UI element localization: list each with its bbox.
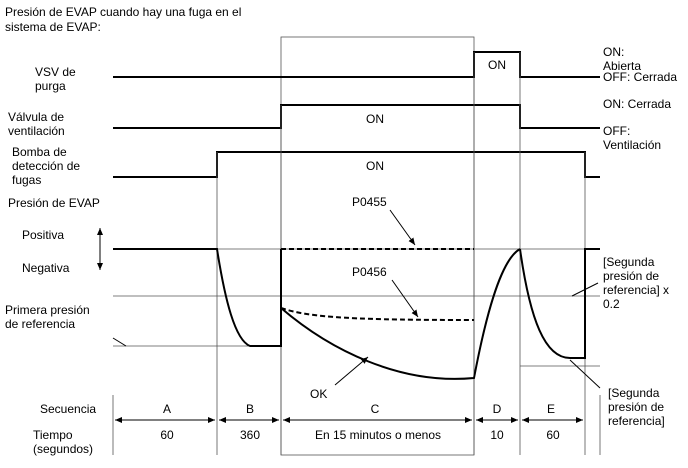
row-label: Presión de EVAP — [8, 196, 100, 210]
pulse-label: ON — [366, 112, 384, 126]
row-label: Válvula de — [8, 110, 64, 124]
step-label: E — [547, 402, 555, 416]
curve-label: P0455 — [352, 195, 387, 209]
step-label: C — [371, 402, 380, 416]
ref-label: referencia] x — [603, 283, 669, 297]
state-label: ON: — [603, 45, 624, 59]
time-value: En 15 minutos o menos — [315, 428, 441, 442]
leader — [391, 279, 419, 318]
time-label: (segundos) — [33, 442, 93, 456]
leader — [389, 209, 416, 246]
row-label: Primera presión — [5, 303, 90, 317]
state-label: ON: Cerrada — [603, 97, 671, 111]
leader — [571, 282, 599, 297]
vsv-signal — [113, 51, 600, 78]
step-label: A — [163, 402, 171, 416]
row-label: fugas — [12, 173, 41, 187]
ok-curve — [280, 248, 521, 380]
layout — [97, 36, 601, 456]
leader — [334, 356, 369, 386]
step-label: D — [493, 402, 502, 416]
time-value: 60 — [546, 428, 560, 442]
state-label: Ventilación — [603, 138, 661, 152]
time-value: 60 — [160, 428, 174, 442]
pressure-a-b — [113, 248, 282, 347]
ref-label: 0.2 — [603, 297, 620, 311]
row-label: Negativa — [22, 261, 70, 275]
valve-signal — [113, 104, 600, 129]
sequence-label: Secuencia — [40, 402, 96, 416]
row-label: Bomba de — [12, 145, 67, 159]
pulse-label: ON — [488, 58, 506, 72]
title: sistema de EVAP: — [5, 20, 101, 34]
boundaries — [112, 52, 601, 455]
pressure-e — [519, 248, 600, 359]
state-label: OFF: — [603, 124, 630, 138]
row-label: detección de — [12, 159, 80, 173]
texts: Presión de EVAP cuando hay una fuga en e… — [5, 5, 677, 456]
leader — [112, 337, 127, 347]
ref-label: referencia] — [608, 414, 665, 428]
title: Presión de EVAP cuando hay una fuga en e… — [5, 5, 241, 19]
curve-label: OK — [310, 387, 327, 401]
state-label: OFF: Cerrada — [603, 70, 677, 84]
ref-label: [Segunda — [603, 255, 655, 269]
ref-label: presión de — [603, 269, 659, 283]
time-value: 10 — [490, 428, 504, 442]
curve-label: P0456 — [352, 265, 387, 279]
ref-label: presión de — [608, 400, 664, 414]
p0456-curve — [280, 307, 475, 321]
row-label: ventilación — [8, 124, 65, 138]
leader — [569, 359, 601, 389]
state-label: Abierta — [603, 59, 641, 73]
time-label: Tiempo — [33, 428, 73, 442]
ref-label: [Segunda — [608, 386, 660, 400]
step-label: B — [246, 402, 254, 416]
pulse-label: ON — [366, 159, 384, 173]
row-label: de referencia — [5, 317, 75, 331]
row-label: purga — [35, 79, 66, 93]
row-label: Positiva — [22, 228, 64, 242]
row-label: VSV de — [35, 65, 76, 79]
time-value: 360 — [240, 428, 260, 442]
pump-signal — [113, 151, 600, 178]
